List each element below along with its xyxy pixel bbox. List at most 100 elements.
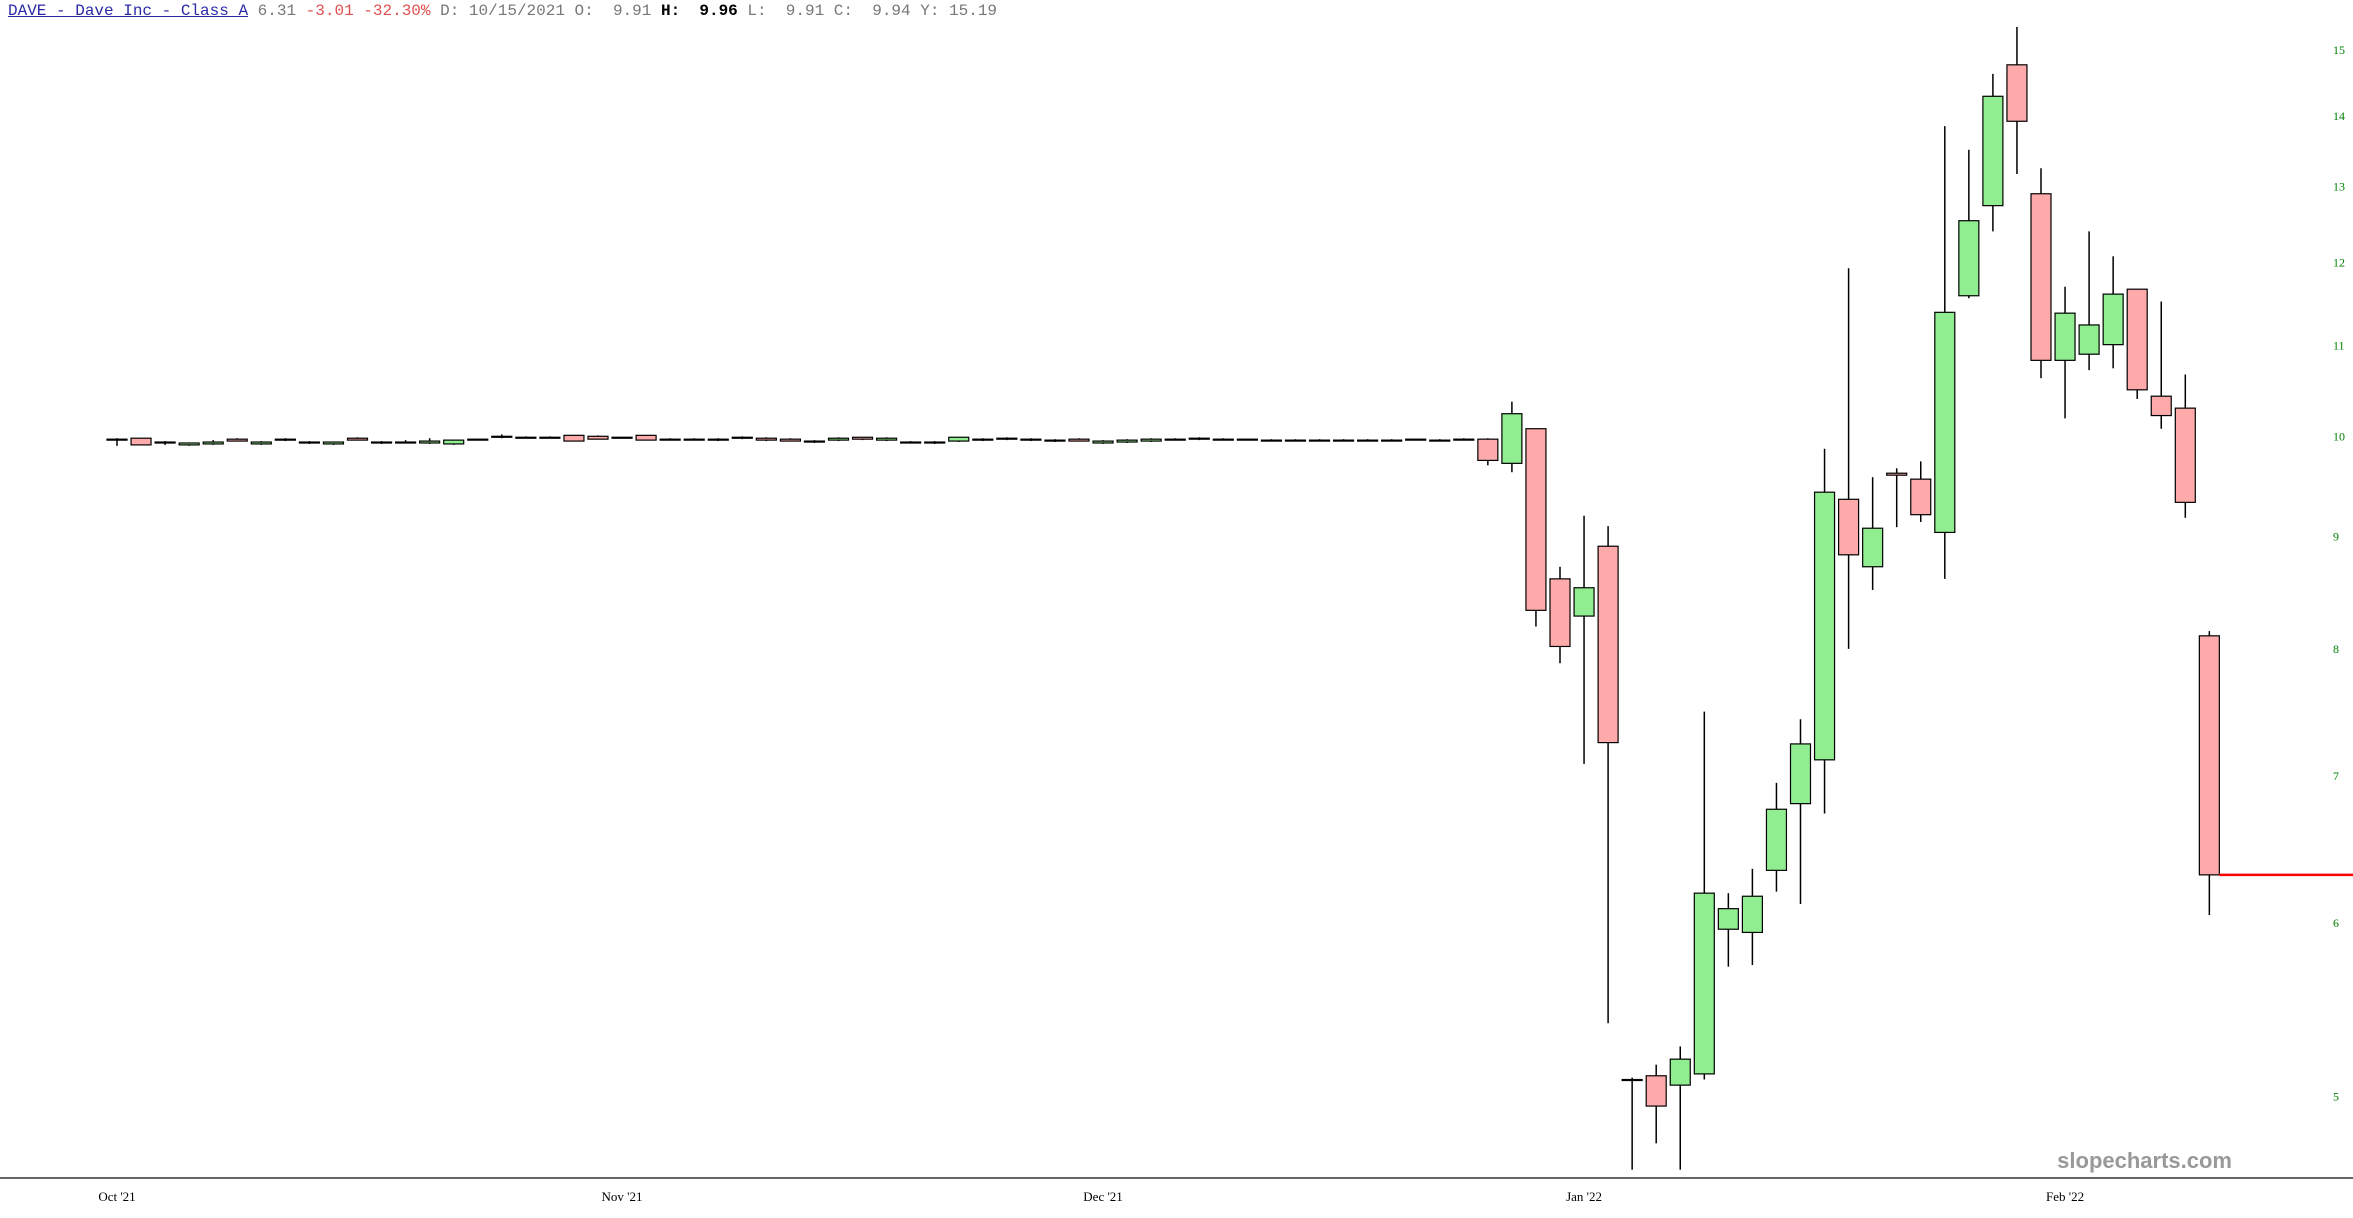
- y-tick-label: 10: [2333, 429, 2345, 443]
- candle-body: [827, 437, 850, 441]
- candle-body: [996, 437, 1018, 440]
- quote-header: DAVE - Dave Inc - Class A 6.31 -3.01 -32…: [8, 2, 997, 20]
- candle-body: [1862, 527, 1884, 568]
- candle-body: [515, 436, 537, 439]
- change-percent: -32.30%: [363, 2, 431, 20]
- candle-body: [1717, 908, 1739, 930]
- candle-body: [924, 441, 946, 444]
- candle-body: [322, 441, 345, 445]
- candle-body: [395, 441, 417, 444]
- candle-body: [443, 439, 465, 445]
- candle-body: [346, 437, 369, 441]
- x-tick-label: Feb '22: [2046, 1189, 2084, 1204]
- ohlc-details: D: 10/15/2021 O: 9.91: [440, 2, 652, 20]
- candle-body: [298, 441, 320, 444]
- candle-body: [491, 435, 513, 438]
- candle-body: [2078, 324, 2100, 355]
- candle-body: [1597, 545, 1619, 744]
- candle-body: [2054, 312, 2076, 361]
- y-tick-label: 11: [2333, 339, 2345, 353]
- candle-body: [1332, 439, 1355, 442]
- high-value: 9.96: [699, 2, 738, 20]
- candle-body: [2198, 635, 2220, 876]
- x-tick-label: Nov '21: [602, 1189, 643, 1204]
- candle-body: [1381, 439, 1403, 442]
- candle-body: [154, 441, 176, 444]
- candle-body: [611, 436, 633, 439]
- candle-body: [1549, 578, 1571, 648]
- candle-body: [1116, 439, 1138, 443]
- candle-body: [779, 438, 802, 442]
- candle-body: [851, 436, 874, 440]
- candle-body: [106, 438, 128, 441]
- y-tick-label: 5: [2333, 1090, 2339, 1104]
- candle-body: [1765, 808, 1788, 871]
- candle-body: [202, 441, 224, 445]
- candle-body: [803, 440, 826, 443]
- candle-body: [1910, 478, 1932, 516]
- candle-body: [1621, 1078, 1643, 1082]
- candle-body: [274, 438, 296, 441]
- candle-body: [2174, 407, 2196, 503]
- candle-body: [900, 441, 922, 444]
- candle-body: [1669, 1058, 1691, 1086]
- candle-body: [1886, 472, 1908, 476]
- candle-body: [731, 436, 753, 439]
- candle-body: [635, 434, 657, 441]
- candle-body: [1573, 587, 1595, 617]
- candle-body: [1405, 438, 1427, 441]
- ohlc-details: L: 9.91 C: 9.94 Y: 15.19: [747, 2, 998, 20]
- candle-body: [1741, 895, 1764, 934]
- candle-body: [707, 438, 729, 441]
- candle-body: [1188, 437, 1210, 440]
- candle-body: [2126, 288, 2148, 391]
- candle-body: [1236, 438, 1258, 441]
- candle-body: [1934, 311, 1956, 534]
- candle-body: [370, 441, 393, 444]
- candle-body: [1212, 438, 1234, 441]
- y-tick-label: 6: [2333, 916, 2339, 930]
- candle-body: [948, 436, 970, 442]
- candle-body: [1284, 439, 1307, 442]
- candle-body: [1789, 743, 1812, 805]
- candle-body: [2030, 193, 2052, 361]
- candle-body: [250, 441, 272, 445]
- y-tick-label: 14: [2333, 109, 2345, 123]
- candle-body: [539, 436, 561, 439]
- candle-body: [419, 440, 441, 444]
- candle-body: [1044, 439, 1066, 442]
- candle-body: [1020, 438, 1042, 441]
- candle-body: [659, 438, 681, 441]
- candle-body: [755, 437, 777, 441]
- candle-body: [1477, 438, 1499, 462]
- candle-body: [226, 438, 248, 442]
- candle-body: [563, 434, 585, 442]
- high-label: H:: [660, 2, 681, 20]
- candle-body: [1308, 439, 1331, 442]
- symbol-link[interactable]: DAVE - Dave Inc - Class A: [8, 2, 249, 20]
- x-tick-label: Dec '21: [1083, 1189, 1123, 1204]
- candle-body: [1645, 1075, 1667, 1107]
- candle-body: [2006, 64, 2028, 122]
- candle-body: [130, 437, 152, 446]
- candle-body: [1501, 413, 1523, 464]
- candle-body: [1837, 498, 1860, 556]
- candle-body: [1958, 220, 1980, 297]
- candle-body: [1140, 438, 1162, 442]
- candle-body: [1356, 439, 1379, 442]
- candle-body: [1982, 95, 2004, 207]
- candle-body: [1260, 439, 1283, 442]
- candle-body: [2150, 395, 2172, 417]
- candle-body: [467, 438, 489, 441]
- y-tick-label: 12: [2333, 256, 2345, 270]
- candle-body: [1068, 438, 1090, 442]
- candle-body: [1453, 438, 1475, 441]
- candle-body: [1092, 440, 1114, 444]
- y-tick-label: 8: [2333, 642, 2339, 656]
- y-tick-label: 9: [2333, 530, 2339, 544]
- candle-body: [2102, 293, 2124, 346]
- y-tick-label: 15: [2333, 43, 2345, 57]
- y-tick-label: 13: [2333, 179, 2345, 193]
